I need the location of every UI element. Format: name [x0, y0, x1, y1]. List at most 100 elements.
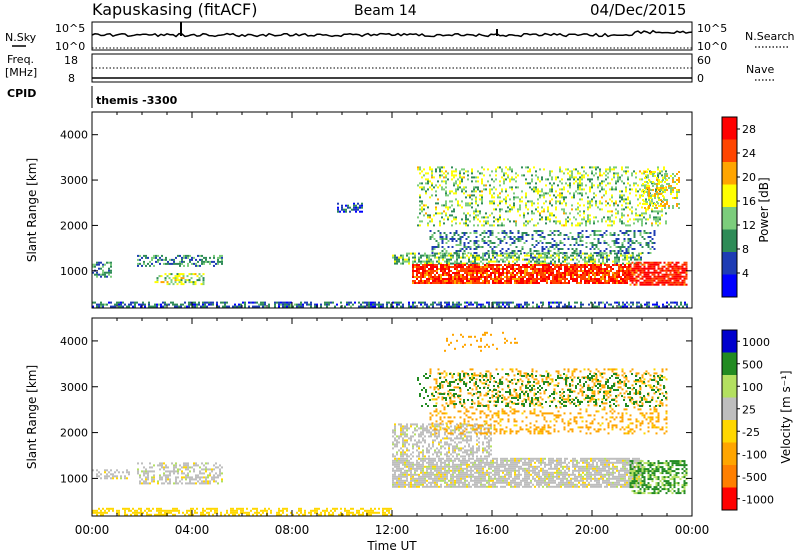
data-cell-region-7	[497, 238, 500, 240]
data-cell-region-6	[492, 264, 494, 266]
data-cell-region-0	[472, 303, 474, 306]
data-cell-region-0	[456, 301, 458, 304]
data-cell-region-6	[474, 272, 476, 274]
data-cell-region-9	[641, 269, 644, 272]
data-cell-region-8	[437, 166, 439, 169]
data-cell-region-6	[538, 270, 540, 272]
data-cell-region-5	[408, 252, 410, 255]
data-cell-region-5	[442, 256, 444, 259]
data-cell-region-0	[510, 301, 512, 304]
data-cell-region-0	[256, 305, 258, 308]
data-cell-region-5	[508, 262, 510, 265]
data-cell-region-0	[410, 305, 412, 308]
data-cell-region-0	[508, 301, 510, 304]
data-cell-region-8	[495, 208, 497, 211]
data-cell-region-6	[476, 270, 478, 272]
data-cell-region-0	[232, 513, 234, 516]
data-cell-region-8	[545, 184, 547, 187]
data-cell-region-6	[434, 264, 436, 266]
data-cell-region-3	[406, 465, 408, 468]
data-cell-region-10	[666, 175, 668, 177]
data-cell-region-7	[499, 250, 502, 252]
data-cell-region-6	[626, 276, 628, 278]
data-cell-region-6	[562, 278, 564, 280]
data-cell-region-8	[657, 194, 659, 197]
data-cell-region-8	[461, 206, 463, 209]
data-cell-region-1	[181, 466, 183, 469]
data-cell-region-7	[489, 240, 492, 242]
data-cell-region-8	[571, 176, 573, 179]
data-cell-region-0	[128, 303, 130, 306]
data-cell-region-6	[460, 278, 462, 280]
data-cell-region-1	[145, 482, 147, 485]
data-cell-region-5	[630, 258, 632, 261]
data-cell-region-8	[567, 178, 569, 181]
data-cell-region-6	[502, 270, 504, 272]
data-cell-region-5	[458, 262, 460, 265]
data-cell-region-10	[670, 175, 672, 177]
data-cell-region-3	[402, 461, 404, 464]
data-cell-region-9	[633, 269, 636, 272]
data-cell-region-8	[599, 202, 601, 205]
data-cell-region-6	[542, 268, 544, 270]
data-cell-region-6	[570, 270, 572, 272]
data-cell-region-5	[634, 262, 636, 265]
data-cell-region-6	[586, 266, 588, 268]
data-cell-region-6	[476, 274, 478, 276]
data-cell-region-7	[617, 234, 620, 236]
data-cell-region-8	[501, 190, 503, 193]
data-cell-region-0	[150, 305, 152, 308]
data-cell-region-1	[169, 474, 171, 477]
data-cell-region-1	[195, 474, 197, 477]
data-cell-region-8	[471, 176, 473, 179]
data-cell-region-7	[585, 242, 588, 244]
data-cell-region-3	[104, 275, 106, 278]
data-cell-region-6	[570, 278, 572, 280]
data-cell-region-6	[418, 276, 420, 278]
data-cell-region-3	[100, 275, 102, 278]
data-cell-region-8	[441, 174, 443, 177]
data-cell-region-7	[445, 242, 448, 244]
data-cell-region-6	[628, 270, 630, 272]
data-cell-region-8	[497, 166, 499, 169]
data-cell-region-1	[197, 264, 199, 267]
data-cell-region-8	[439, 212, 441, 215]
data-cell-region-0	[386, 509, 388, 512]
data-cell-region-0	[108, 509, 110, 512]
data-cell-region-6	[484, 278, 486, 280]
data-cell-region-6	[536, 270, 538, 272]
data-cell-region-0	[352, 303, 354, 306]
data-cell-region-0	[432, 305, 434, 308]
data-cell-region-7	[429, 236, 432, 238]
data-cell-region-8	[451, 172, 453, 175]
data-cell-region-3	[410, 461, 412, 464]
data-cell-region-8	[631, 188, 633, 191]
data-cell-region-1	[187, 256, 189, 259]
power-colorbar-tick-label: 8	[742, 243, 749, 256]
data-cell-region-7	[535, 244, 538, 246]
data-cell-region-3	[404, 481, 406, 484]
data-cell-region-4	[359, 206, 361, 209]
data-cell-region-6	[566, 282, 568, 284]
data-cell-region-7	[455, 250, 458, 252]
data-cell-region-6	[576, 268, 578, 270]
data-cell-region-8	[477, 176, 479, 179]
data-cell-region-0	[494, 301, 496, 304]
data-cell-region-6	[486, 276, 488, 278]
data-cell-region-9	[647, 277, 650, 280]
data-cell-region-8	[563, 224, 565, 227]
data-cell-region-7	[559, 252, 562, 254]
data-cell-region-8	[491, 188, 493, 191]
data-cell-region-6	[500, 264, 502, 266]
data-cell-region-6	[414, 266, 416, 268]
data-cell-region-3	[410, 479, 412, 482]
data-cell-region-8	[551, 170, 553, 173]
data-cell-region-8	[621, 222, 623, 225]
data-cell-region-7	[579, 236, 582, 238]
data-cell-region-5	[630, 254, 632, 257]
data-cell-region-6	[516, 264, 518, 266]
data-cell-region-5	[528, 254, 530, 257]
data-cell-region-3	[398, 481, 400, 484]
data-cell-region-0	[278, 303, 280, 306]
data-cell-region-6	[444, 264, 446, 266]
